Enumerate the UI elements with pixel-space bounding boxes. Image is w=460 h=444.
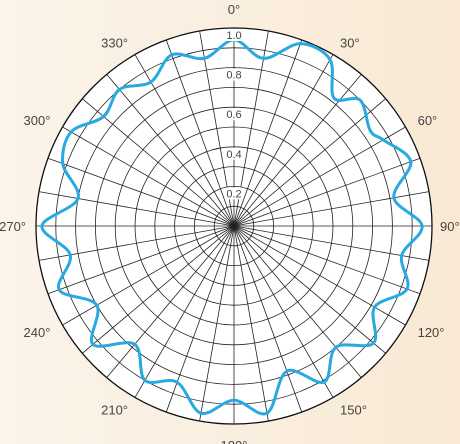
grid-spoke (233, 225, 430, 261)
radial-tick-label: 0.8 (226, 70, 241, 82)
grid-spoke (233, 225, 421, 295)
grid-spoke (233, 191, 430, 227)
radial-tick-label: 0.4 (226, 149, 241, 161)
angle-label: 240° (24, 325, 51, 340)
grid-spoke (233, 225, 362, 378)
angle-label: 300° (24, 113, 51, 128)
grid-spoke (47, 157, 235, 227)
grid-spoke (62, 225, 235, 326)
angle-label: 120° (418, 325, 445, 340)
angle-label: 210° (101, 403, 128, 418)
angle-label: 30° (340, 35, 360, 50)
grid-spoke (233, 225, 303, 413)
angle-label: 270° (0, 219, 26, 234)
grid-spoke (233, 157, 421, 227)
radial-tick-bg (226, 187, 242, 200)
angle-label: 180° (221, 438, 248, 444)
radial-tick-label: 0.6 (226, 109, 241, 121)
radial-tick-bg (226, 147, 242, 160)
angle-label: 0° (228, 2, 240, 17)
grid-spoke (134, 225, 235, 398)
grid-spoke (38, 191, 235, 227)
grid-spoke (82, 98, 235, 227)
radial-tick-bg (226, 108, 242, 121)
grid-spoke (106, 74, 235, 227)
grid-spoke (233, 225, 386, 354)
grid-spoke (233, 54, 334, 227)
grid-spoke (233, 39, 303, 227)
grid-spoke (233, 225, 269, 422)
grid-spoke (106, 225, 235, 378)
grid-spoke (233, 98, 386, 227)
grid-spoke (233, 225, 334, 398)
radial-tick-bg (226, 29, 242, 41)
angle-label: 60° (418, 113, 438, 128)
angle-label: 90° (440, 219, 460, 234)
grid-spoke (82, 225, 235, 354)
grid-spoke (233, 225, 406, 326)
radial-tick-bg (226, 68, 242, 81)
grid-spoke (47, 225, 235, 295)
angle-label: 330° (101, 35, 128, 50)
grid-spoke (233, 126, 406, 227)
radial-tick-label: 0.2 (226, 188, 241, 200)
grid-spoke (62, 126, 235, 227)
grid-spoke (199, 225, 235, 422)
grid-spoke (165, 39, 235, 227)
series-line (40, 38, 424, 416)
angle-label: 150° (340, 403, 367, 418)
radial-tick-label: 1.0 (226, 30, 241, 42)
